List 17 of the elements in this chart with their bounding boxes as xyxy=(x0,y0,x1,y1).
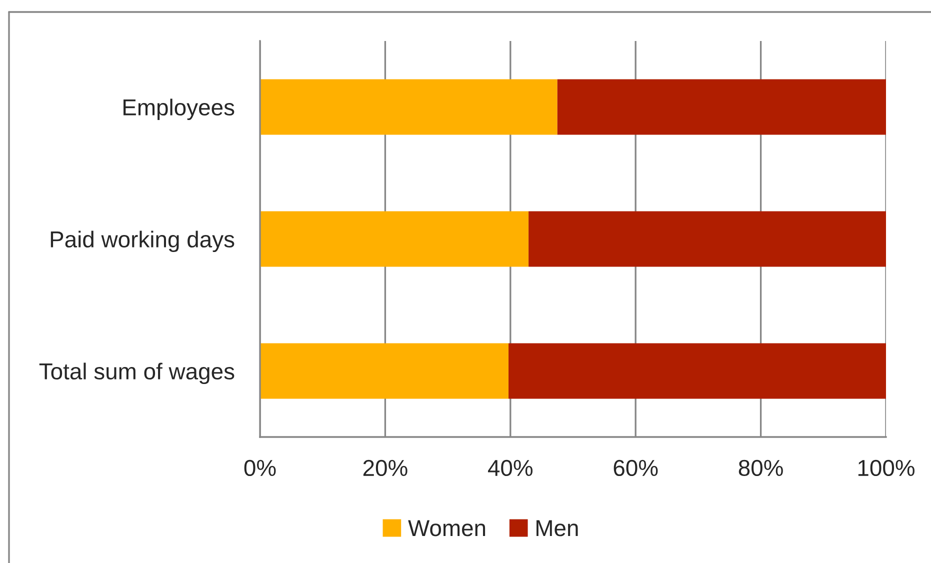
y-tick-label: Total sum of wages xyxy=(39,362,234,384)
bar xyxy=(260,343,509,399)
legend-label: Men xyxy=(536,520,578,536)
legend-label: Women xyxy=(408,520,486,536)
x-tick-label: 100% xyxy=(858,460,914,476)
bar xyxy=(260,211,529,267)
y-tick-label: Employees xyxy=(124,98,234,120)
x-tick-label: 0% xyxy=(244,460,276,476)
x-tick-label: 60% xyxy=(614,460,658,476)
x-tick-label: 40% xyxy=(488,460,533,476)
x-tick-label: 20% xyxy=(363,460,408,476)
bar xyxy=(557,79,886,135)
bar xyxy=(260,79,558,135)
bar xyxy=(528,211,886,267)
y-tick-label: Paid working days xyxy=(50,230,234,252)
x-tick-label: 80% xyxy=(738,460,783,476)
bar xyxy=(508,343,886,399)
